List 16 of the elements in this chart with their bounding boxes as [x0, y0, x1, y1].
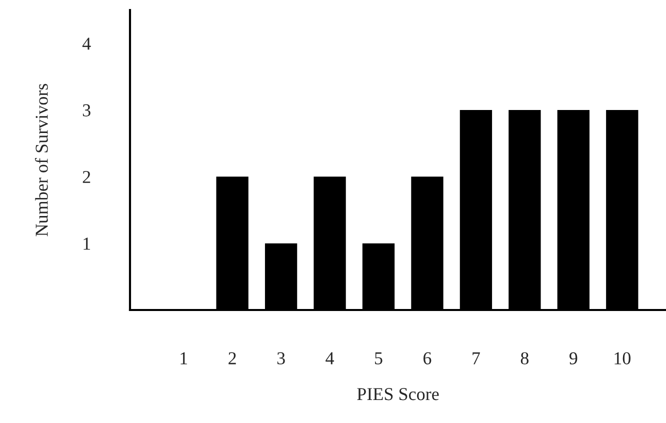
- x-tick-label: 2: [228, 352, 236, 364]
- y-axis-title: Number of Survivors: [34, 84, 48, 236]
- y-tick-label: 3: [82, 104, 90, 116]
- x-axis-title: PIES Score: [357, 388, 439, 400]
- y-tick-label: 2: [82, 170, 90, 183]
- x-tick-label: 8: [520, 352, 529, 364]
- x-tick-label: 7: [472, 352, 480, 364]
- x-tick-label: 3: [277, 352, 285, 364]
- x-tick-label: 1: [180, 352, 188, 364]
- x-tick-label: 10: [614, 352, 630, 364]
- x-tick-label: 6: [424, 352, 432, 364]
- x-tick-label: 9: [569, 352, 578, 364]
- x-tick-label: 4: [326, 352, 334, 364]
- y-tick-label: 4: [82, 38, 91, 50]
- x-tick-label: 5: [375, 352, 382, 364]
- y-tick-label: 1: [84, 238, 90, 250]
